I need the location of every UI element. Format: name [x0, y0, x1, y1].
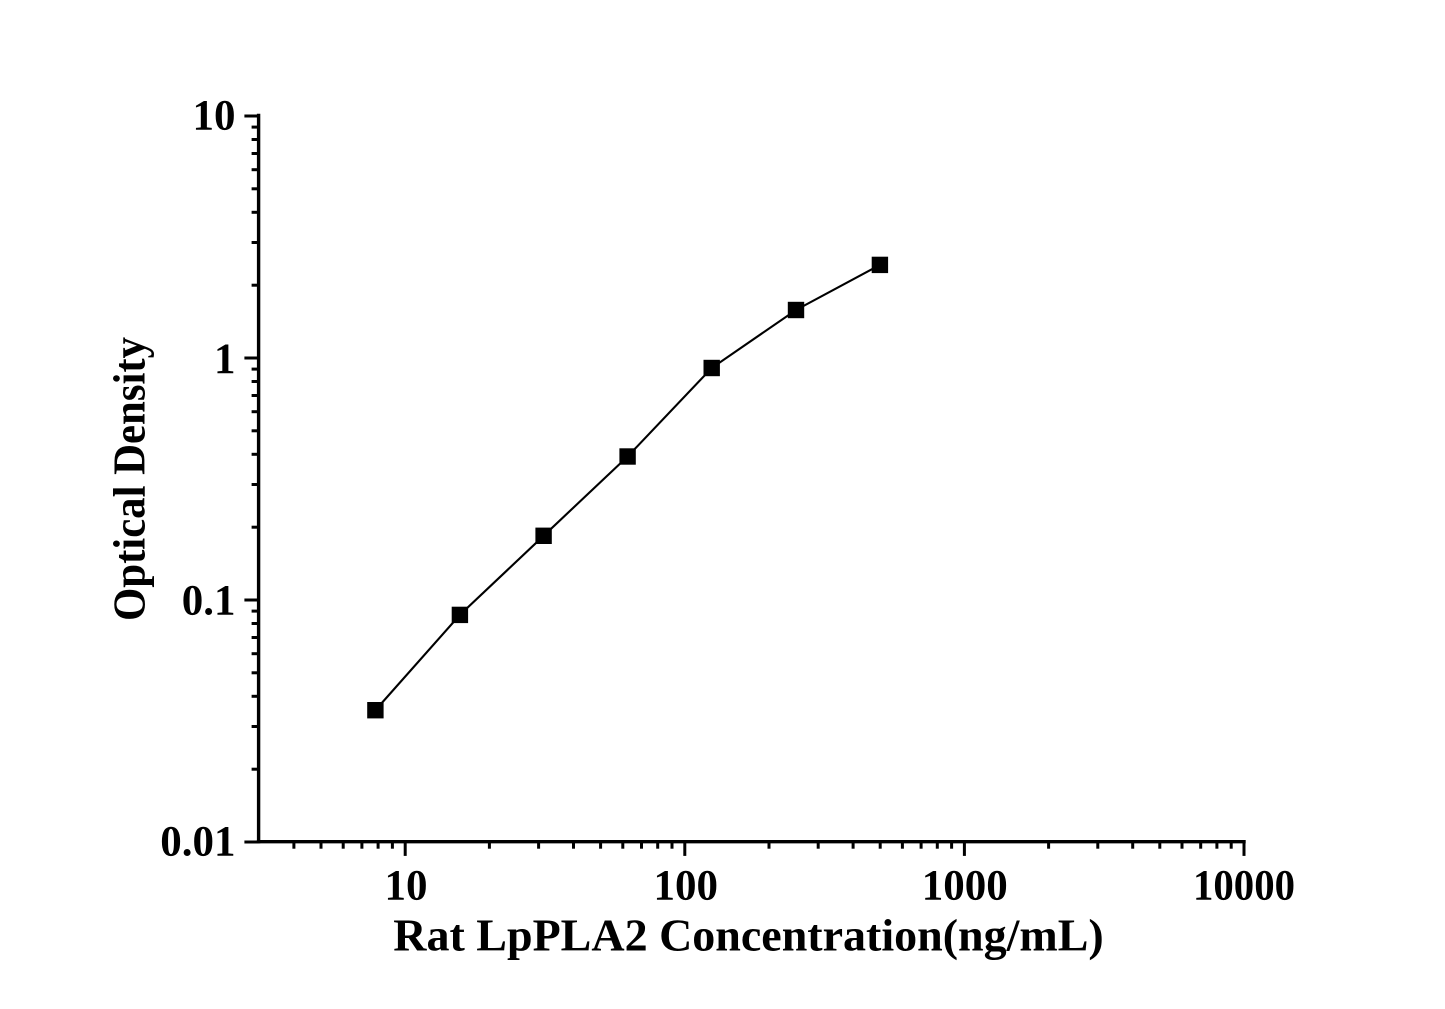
svg-text:Rat LpPLA2 Concentration(ng/mL: Rat LpPLA2 Concentration(ng/mL)	[393, 909, 1103, 960]
svg-text:0.01: 0.01	[160, 819, 235, 866]
svg-text:10: 10	[193, 93, 236, 140]
svg-text:1000: 1000	[922, 862, 1008, 909]
svg-text:1: 1	[214, 336, 236, 383]
svg-text:10000: 10000	[1193, 862, 1295, 909]
svg-text:100: 100	[653, 862, 718, 909]
svg-text:Optical Density: Optical Density	[104, 337, 155, 621]
svg-text:10: 10	[385, 862, 428, 909]
svg-text:0.1: 0.1	[182, 577, 236, 624]
